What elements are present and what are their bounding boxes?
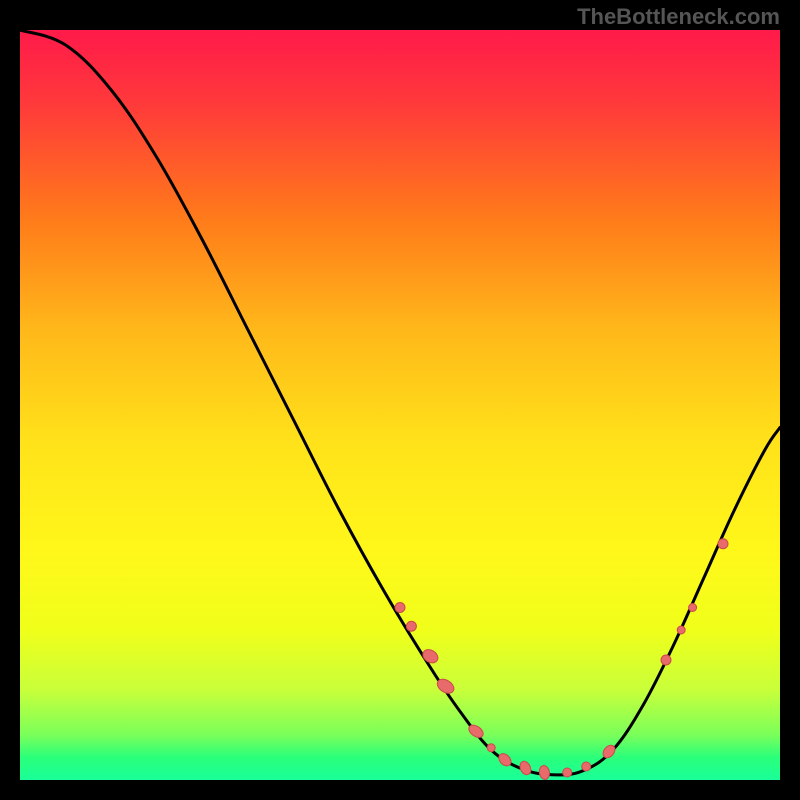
curve-marker — [538, 765, 550, 780]
curve-marker — [487, 744, 495, 752]
curve-marker — [496, 751, 513, 768]
attribution-text: TheBottleneck.com — [577, 4, 780, 30]
curve-marker — [689, 604, 697, 612]
curve-marker — [420, 647, 440, 666]
curve-marker — [395, 603, 405, 613]
curve-marker — [518, 760, 533, 777]
marker-group — [395, 539, 728, 780]
curve-marker — [563, 768, 572, 777]
chart-plot-area — [20, 30, 780, 780]
curve-marker — [718, 539, 728, 549]
curve-marker — [661, 655, 671, 665]
curve-marker — [582, 762, 591, 771]
curve-marker — [406, 621, 416, 631]
curve-marker — [677, 626, 685, 634]
chart-curve-layer — [20, 30, 780, 780]
